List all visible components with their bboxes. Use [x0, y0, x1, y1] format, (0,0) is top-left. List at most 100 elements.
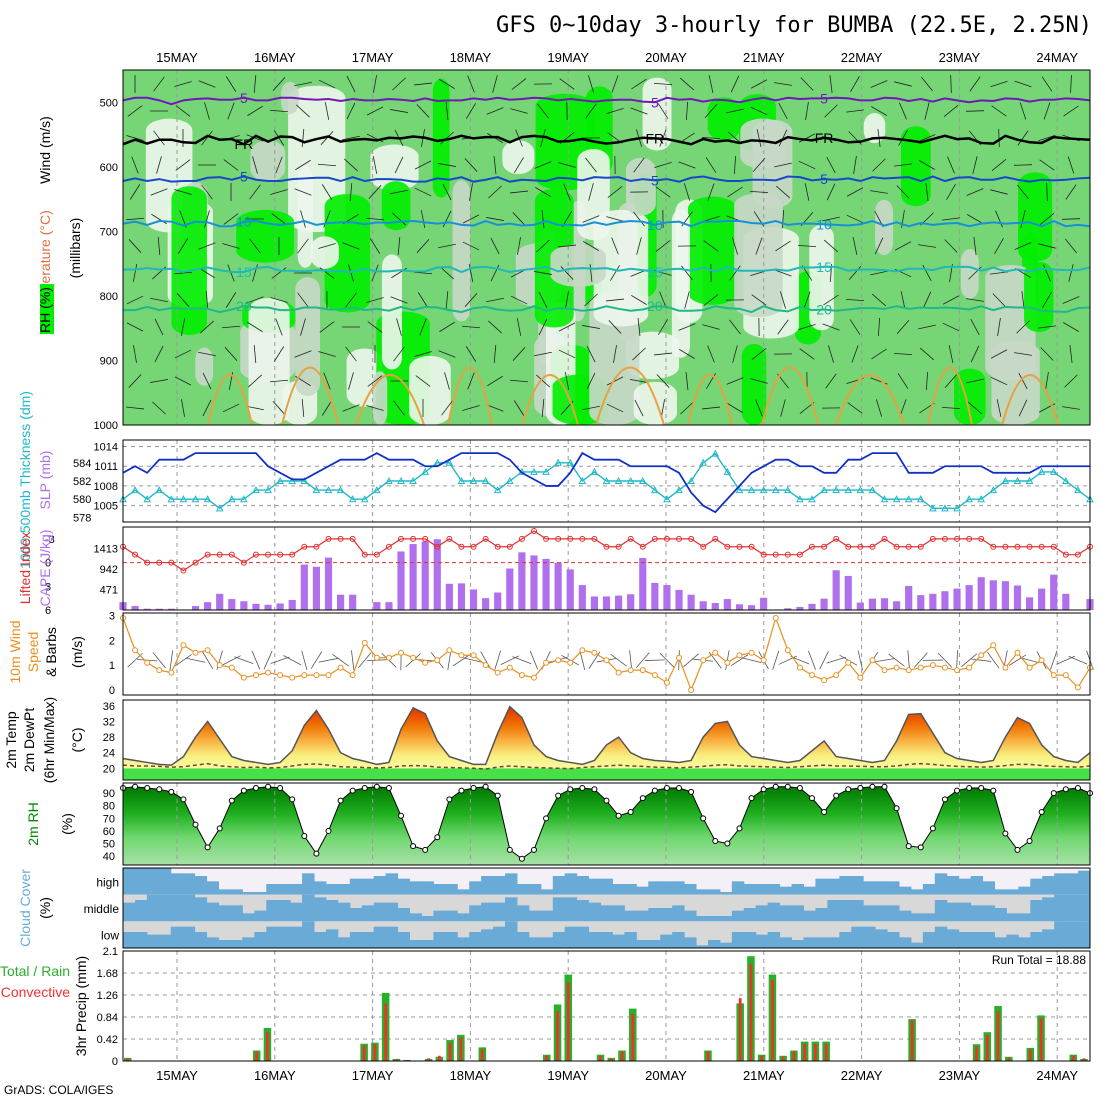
- rh-point: [361, 785, 368, 792]
- cloud-cell: [278, 926, 291, 948]
- wind-barb: [950, 74, 952, 94]
- tick-label: 70: [103, 813, 115, 825]
- lifted-index-point: [277, 551, 284, 558]
- wind-barb: [351, 650, 355, 671]
- thickness-point: [844, 486, 853, 494]
- wind-barb: [1041, 76, 1053, 92]
- wind-speed-point: [410, 654, 417, 661]
- cloud-cell: [707, 940, 721, 948]
- wind-barb: [565, 291, 569, 309]
- wind-speed-point: [313, 672, 320, 679]
- cloud-cell: [218, 905, 231, 922]
- cloud-cell: [516, 932, 530, 948]
- cloud-row-label: middle: [84, 902, 120, 916]
- wind-barb: [534, 271, 552, 275]
- wind-barb: [777, 319, 789, 335]
- wind-barb: [1065, 184, 1077, 200]
- thickness-point: [892, 495, 901, 503]
- wind-barb: [263, 650, 273, 670]
- wind-barb: [294, 81, 312, 87]
- thickness-point: [312, 486, 321, 494]
- rh-point: [881, 783, 888, 790]
- cloud-cell: [314, 881, 327, 895]
- lifted-index-point: [700, 543, 707, 550]
- rh-point: [192, 821, 199, 828]
- rh-point: [966, 785, 973, 792]
- wind-speed-point: [422, 659, 429, 666]
- wind-barb: [1062, 406, 1080, 410]
- cloud-cell: [516, 884, 530, 895]
- cloud-cell: [1066, 921, 1079, 948]
- wind-barb: [252, 156, 258, 174]
- cloud-cell: [863, 926, 876, 948]
- lifted-index-point: [869, 543, 876, 550]
- thickness-point: [687, 476, 695, 484]
- wind-speed-point: [385, 654, 392, 661]
- cloud-cell: [218, 889, 231, 895]
- day-label-top: 16MAY: [254, 50, 296, 65]
- wind-barb: [629, 650, 633, 671]
- rh-point: [990, 787, 997, 794]
- wind-barb: [461, 325, 481, 329]
- wind-barb: [850, 76, 860, 92]
- wind-barb: [822, 216, 840, 222]
- lifted-index-point: [676, 535, 683, 542]
- cloud-cell: [696, 889, 709, 895]
- tick-label: 700: [100, 226, 118, 238]
- wind-barb: [246, 296, 264, 304]
- wind-barb: [870, 190, 888, 194]
- cloud-cell: [146, 934, 160, 948]
- wind-barb: [319, 321, 335, 333]
- temp-panel: 20 24 28 32 36 2m Temp 2m DewPt (6hr Min/Max) (°…: [3, 697, 1091, 783]
- label-slp: SLP (mb): [37, 451, 53, 510]
- wind-barb: [318, 351, 336, 357]
- wind-barb: [125, 217, 145, 221]
- temperature-contour: [595, 366, 665, 426]
- cape-bar: [627, 594, 635, 610]
- tick-label: 3: [45, 581, 51, 593]
- wind-barb: [683, 183, 691, 201]
- thickness-point: [481, 476, 490, 484]
- cloud-cell: [134, 868, 148, 895]
- wind-speed-point: [808, 672, 815, 679]
- cape-bar: [989, 580, 997, 610]
- wind-speed-point: [482, 662, 489, 669]
- lifted-index-point: [663, 535, 670, 542]
- wind-barb: [129, 184, 141, 200]
- cloud-cell: [385, 902, 399, 922]
- cloud-cell: [290, 902, 303, 922]
- wind-barb: [439, 79, 455, 89]
- wind-barb: [733, 155, 737, 175]
- wind-barb: [318, 657, 339, 663]
- rh-point: [506, 846, 513, 853]
- cloud-cell: [123, 902, 136, 922]
- wind-barb: [630, 379, 648, 383]
- cape-bar: [639, 558, 647, 610]
- wind-barb: [1039, 213, 1055, 225]
- wind-barb: [913, 652, 928, 668]
- wind-barb: [797, 244, 817, 248]
- thickness-point: [566, 458, 575, 466]
- thickness-point: [1061, 476, 1070, 484]
- wind-barb: [157, 236, 161, 256]
- cape-bar: [675, 589, 683, 610]
- contour-label: FR: [235, 136, 254, 152]
- precip-conv-bar: [362, 1045, 366, 1061]
- wind-barb: [559, 78, 575, 90]
- wind-barb: [342, 242, 360, 250]
- precip-conv-bar: [996, 1011, 1000, 1061]
- wind-barb: [893, 352, 913, 356]
- wind-speed-point: [579, 647, 586, 654]
- cloud-cell: [421, 916, 434, 922]
- cloud-cell: [1066, 894, 1079, 922]
- cloud-cell: [1030, 878, 1043, 895]
- lifted-index-point: [712, 535, 719, 542]
- thickness-point: [735, 486, 744, 494]
- thickness-point: [542, 467, 550, 475]
- wind-barb: [967, 401, 983, 415]
- cloud-cell: [767, 884, 781, 895]
- wind-barb: [440, 131, 454, 145]
- cape-bar: [373, 602, 381, 610]
- rh-patch: [381, 254, 403, 370]
- cloud-cell: [922, 932, 936, 948]
